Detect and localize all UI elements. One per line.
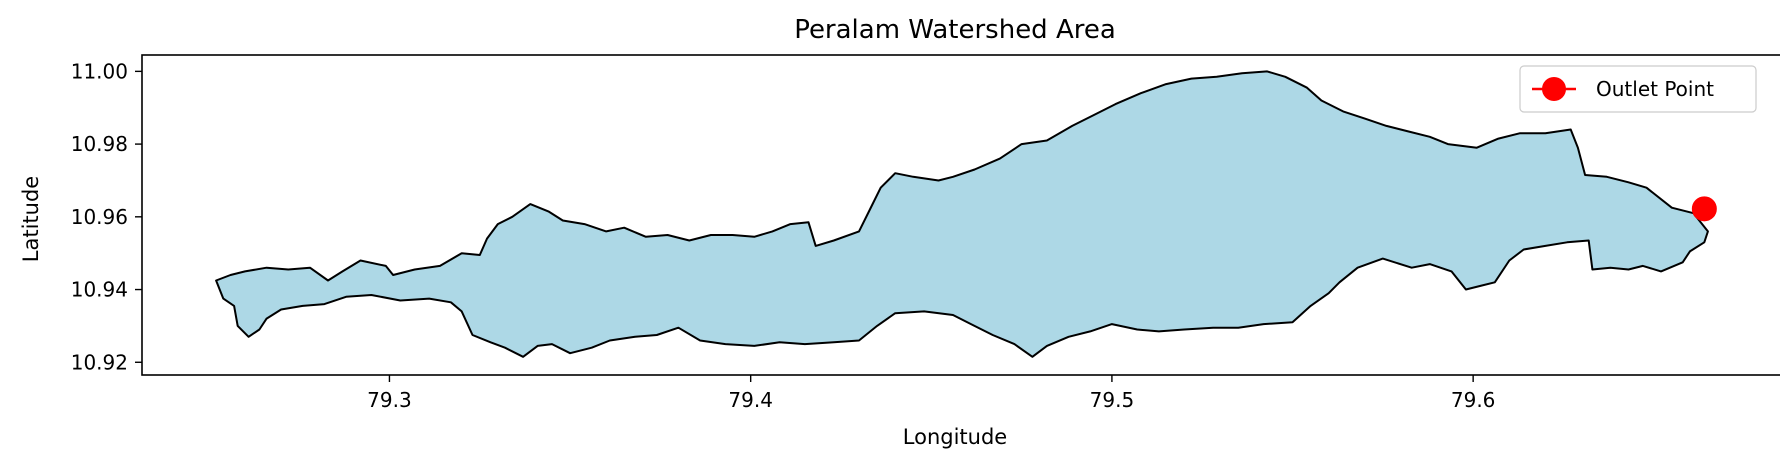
legend-box <box>1519 65 1757 113</box>
y-tick-label: 10.94 <box>71 278 128 302</box>
x-tick-label: 79.3 <box>367 388 412 412</box>
x-axis-label: Longitude <box>903 425 1007 449</box>
outlet-point-marker[interactable] <box>1691 196 1717 222</box>
y-axis-ticks: 10.92 10.94 10.96 10.98 11.00 <box>71 59 142 374</box>
legend: Outlet Point <box>1519 65 1757 113</box>
plot-area: 79.3 79.4 79.5 79.6 10.92 10.94 10.96 10.98 11.… <box>71 54 1780 412</box>
x-tick-label: 79.5 <box>1090 388 1135 412</box>
x-tick-label: 79.4 <box>728 388 773 412</box>
chart-title: Peralam Watershed Area <box>794 15 1116 45</box>
axes-frame <box>141 54 1780 376</box>
y-tick-label: 11.00 <box>71 59 128 83</box>
x-tick-label: 79.6 <box>1451 388 1496 412</box>
x-axis-ticks: 79.3 79.4 79.5 79.6 <box>367 375 1495 412</box>
watershed-polygon[interactable] <box>215 70 1709 358</box>
y-axis-label: Latitude <box>19 176 43 262</box>
legend-marker-swatch <box>1542 77 1566 101</box>
y-tick-label: 10.98 <box>71 132 128 156</box>
legend-label-outlet-point: Outlet Point <box>1596 77 1714 101</box>
y-tick-label: 10.96 <box>71 205 128 229</box>
y-tick-label: 10.92 <box>71 350 128 374</box>
